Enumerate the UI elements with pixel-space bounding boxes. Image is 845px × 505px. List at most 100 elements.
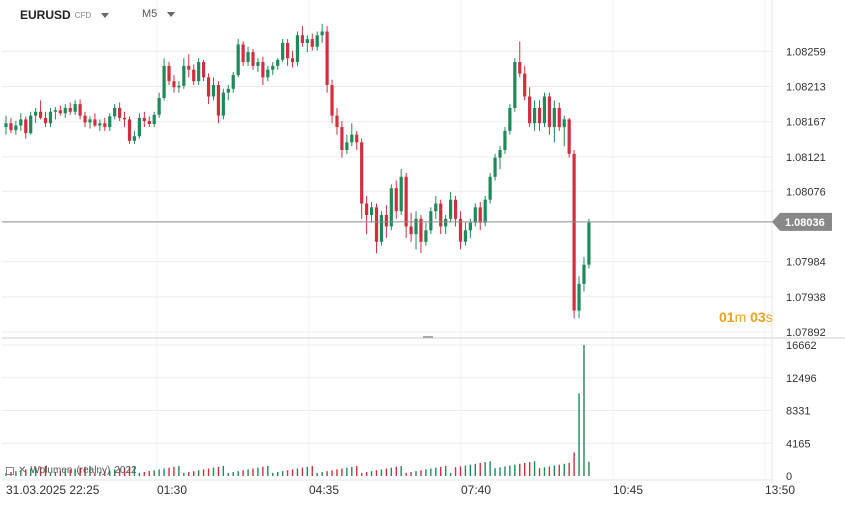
- candle-body: [132, 136, 137, 141]
- candle-body: [547, 96, 551, 128]
- candle-body: [256, 62, 260, 66]
- candle-body: [483, 199, 487, 223]
- y-tick-label: 1.08167: [786, 117, 826, 129]
- y-tick-label: 1.08259: [786, 46, 826, 58]
- candle-body: [587, 222, 591, 265]
- candle-body: [152, 114, 156, 124]
- countdown-minutes: 01: [719, 309, 735, 325]
- chevron-down-icon[interactable]: [167, 11, 176, 17]
- candle-body: [246, 52, 250, 63]
- x-tick-label: 01:30: [157, 483, 187, 497]
- candle-body: [202, 62, 206, 78]
- candle-body: [24, 119, 28, 134]
- chevron-down-icon[interactable]: [101, 12, 110, 18]
- candle-body: [182, 65, 186, 86]
- y-tick-label: 1.07938: [786, 292, 826, 304]
- candle-body: [137, 117, 141, 137]
- volume-mode: (realny): [76, 465, 111, 476]
- candle-body: [463, 230, 468, 242]
- candle-body: [83, 115, 87, 123]
- candle-body: [355, 134, 359, 143]
- candle-body: [478, 207, 482, 223]
- x-tick-label: 31.03.2025 22:25: [6, 483, 100, 497]
- candle-body: [345, 142, 349, 150]
- candle-body: [221, 92, 225, 116]
- candle-body: [330, 85, 334, 116]
- candle-body: [211, 85, 216, 97]
- candle-body: [206, 77, 211, 97]
- candle-body: [503, 130, 507, 150]
- candle-body: [122, 117, 127, 120]
- candle-body: [552, 107, 556, 128]
- candle-body: [542, 96, 547, 124]
- candle-body: [409, 226, 413, 235]
- candle-body: [528, 96, 532, 124]
- candle-body: [468, 222, 472, 231]
- candle-body: [187, 65, 191, 70]
- candle-body: [167, 65, 171, 82]
- candle-body: [567, 119, 571, 154]
- candle-body: [113, 107, 117, 117]
- candle-body: [453, 199, 458, 219]
- candle-body: [157, 98, 161, 115]
- candle-body: [305, 39, 309, 43]
- timeframe-selector[interactable]: M5: [142, 8, 176, 20]
- candle-body: [241, 44, 245, 63]
- candle-body: [315, 35, 319, 47]
- candle-body: [142, 117, 146, 121]
- candle-body: [53, 110, 57, 112]
- y-tick-label: 1.08121: [786, 152, 826, 164]
- x-tick-label: 04:35: [309, 483, 339, 497]
- candle-body: [532, 107, 537, 124]
- candle-body: [261, 62, 265, 78]
- candle-body: [310, 39, 314, 47]
- candle-body: [424, 230, 428, 242]
- candle-body: [236, 44, 240, 76]
- candle-body: [444, 218, 448, 227]
- symbol-selector[interactable]: EURUSD CFD: [20, 8, 110, 22]
- candle-body: [374, 207, 379, 242]
- candle-body: [379, 215, 384, 242]
- candle-body: [4, 123, 8, 128]
- candle-body: [523, 73, 527, 97]
- settings-icon[interactable]: [6, 466, 14, 475]
- x-tick-label: 07:40: [461, 483, 491, 497]
- candle-body: [473, 207, 477, 223]
- candle-body: [118, 107, 122, 118]
- candle-body: [226, 88, 230, 93]
- volume-bars: [5, 345, 590, 476]
- candle-body: [19, 119, 23, 126]
- candle-body: [369, 207, 374, 215]
- candle-body: [389, 188, 393, 227]
- candle-body: [172, 81, 176, 88]
- candle-body: [562, 119, 566, 128]
- candle-body: [216, 85, 221, 116]
- countdown-minutes-unit: m: [734, 309, 747, 325]
- candle-body: [394, 188, 398, 212]
- current-price-label: 1.08036: [785, 217, 825, 229]
- close-icon[interactable]: ✕: [18, 465, 27, 476]
- candle-body: [360, 142, 364, 204]
- candle-body: [68, 107, 72, 112]
- pane-resize-handle: [423, 336, 433, 338]
- candle-body: [295, 35, 300, 63]
- candle-body: [177, 85, 181, 88]
- candle-body: [449, 199, 453, 219]
- x-tick-label: 13:50: [765, 483, 795, 497]
- candle-body: [58, 110, 62, 114]
- candle-body: [127, 119, 132, 141]
- candle-body: [197, 62, 201, 82]
- y-tick-label: 1.07892: [786, 327, 826, 339]
- candle-body: [276, 59, 280, 66]
- countdown-seconds: 03: [750, 309, 766, 325]
- candle-body: [537, 107, 542, 124]
- candle-body: [557, 107, 561, 128]
- candle-body: [572, 153, 576, 311]
- candle-body: [577, 283, 581, 311]
- candle-body: [340, 127, 344, 150]
- symbol-name: EURUSD: [20, 8, 71, 22]
- y-tick-label: 1.07984: [786, 257, 826, 269]
- candle-body: [78, 104, 82, 116]
- candle-body: [414, 218, 418, 235]
